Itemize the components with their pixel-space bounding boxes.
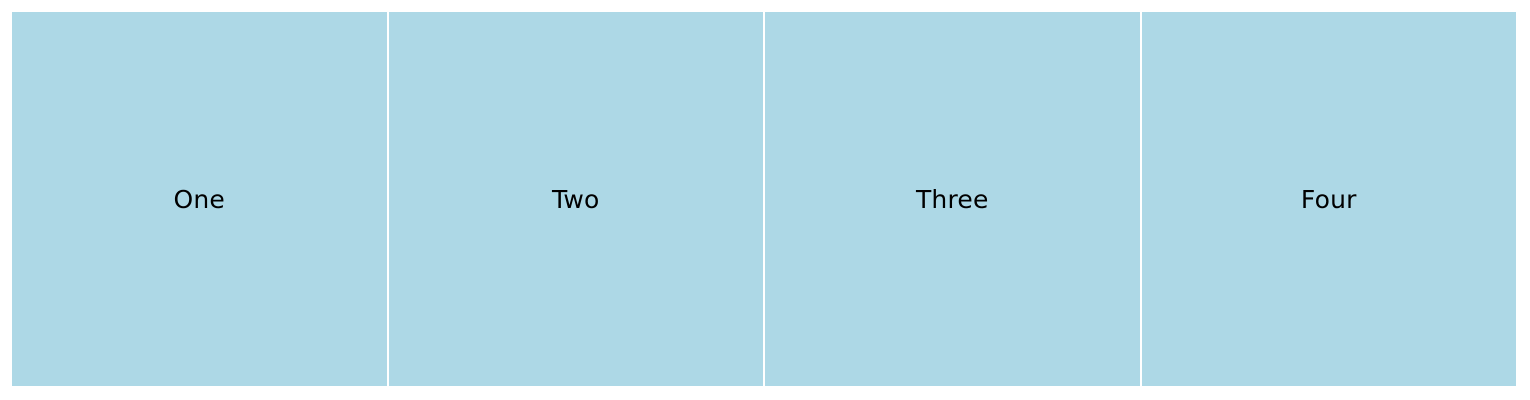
panel-two-label: Two [552, 184, 600, 214]
panel-four-label: Four [1300, 184, 1357, 214]
panel-two: Two [388, 12, 763, 386]
panel-four: Four [1141, 12, 1516, 386]
panel-three: Three [765, 12, 1140, 386]
panel-row: One Two Three Four [12, 12, 1516, 386]
panel-one: One [12, 12, 387, 386]
panel-one-label: One [173, 184, 225, 214]
panel-three-label: Three [915, 184, 989, 214]
